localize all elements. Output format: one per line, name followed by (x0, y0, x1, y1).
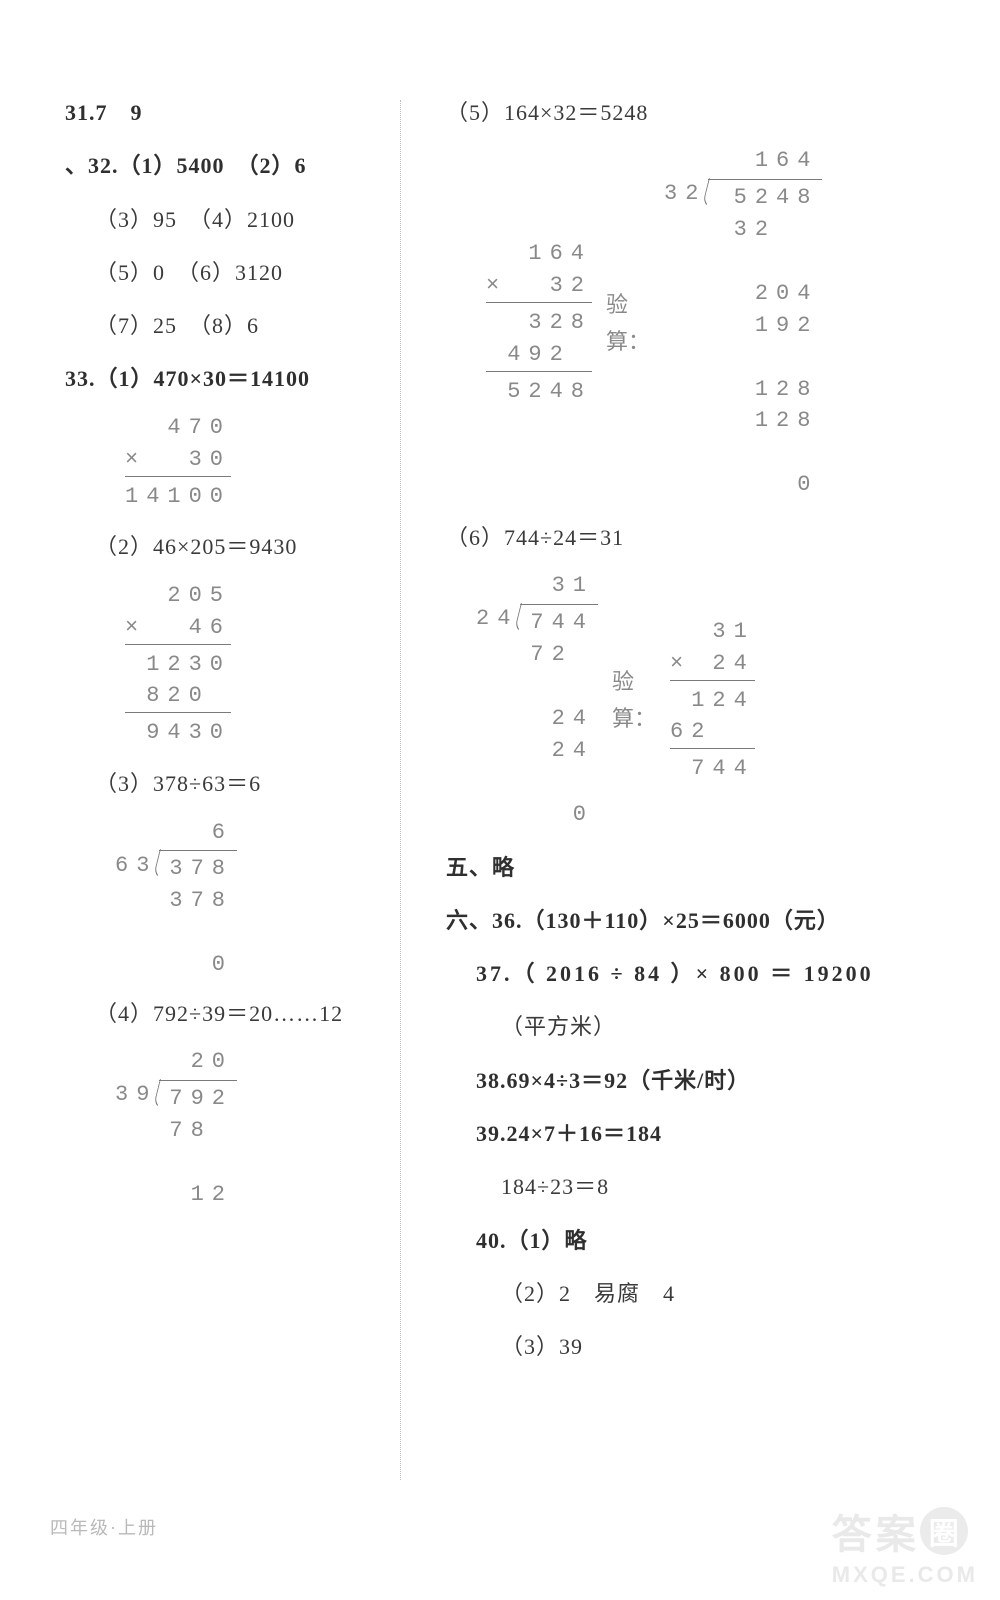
calc-5-mul: 164 × 32 328 492 5248 (486, 238, 592, 407)
calc-33-1: 470 × 30 14100 (125, 412, 370, 513)
divisor: 63 (115, 817, 159, 882)
item-37a: 37.（ 2016 ÷ 84 ）× 800 ＝ 19200 (446, 961, 950, 986)
calc-row: 62 (670, 716, 755, 749)
calc-5-div: 32 164 5248 32 204 192 128 128 0 (664, 145, 822, 501)
calc-row: 14100 (125, 477, 231, 513)
div-step: 72 (520, 639, 598, 671)
item-32d: （7）25 （8）6 (65, 313, 370, 338)
item-33-5: （5）164×32＝5248 (446, 100, 950, 125)
item-40b: （2）2 易腐 4 (446, 1281, 950, 1306)
div-step: 24 (520, 735, 598, 767)
divisor: 39 (115, 1046, 159, 1111)
yan-ch: 验 (612, 663, 656, 700)
calc-pair-6: 24 31 744 72 24 24 0 验 算： (476, 570, 950, 830)
calc-row: × 46 (125, 612, 231, 645)
div-step: 78 (159, 1115, 237, 1147)
div-step: 192 (708, 310, 822, 342)
calc-row: × 32 (486, 270, 592, 303)
item-39a: 39.24×7＋16＝184 (446, 1121, 950, 1146)
calc-row: 820 (125, 680, 231, 713)
watermark: 答 案 圈 MXQE.COM (832, 1502, 978, 1588)
left-column: 31.7 9 、32.（1）5400 （2）6 （3）95 （4）2100 （5… (0, 100, 400, 1480)
calc-row: × 30 (125, 444, 231, 477)
div-step: 0 (159, 949, 237, 981)
page: 31.7 9 、32.（1）5400 （2）6 （3）95 （4）2100 （5… (0, 0, 1000, 1600)
div-step: 0 (520, 799, 598, 831)
dividend: 744 (520, 605, 598, 639)
calc-33-4: 39 20 792 78 12 (115, 1046, 370, 1210)
section-6: 六、36.（130＋110）×25＝6000（元） (446, 908, 950, 933)
page-footer: 四年级·上册 (50, 1514, 158, 1540)
calc-33-3: 63 6 378 378 0 (115, 817, 370, 981)
div-step: 378 (159, 885, 237, 917)
calc-row: 31 (670, 616, 755, 648)
section-5: 五、略 (446, 855, 950, 880)
dividend: 378 (159, 851, 237, 885)
calc-row: 9430 (125, 713, 231, 749)
watermark-url: MXQE.COM (832, 1562, 978, 1588)
wm-ch2: 案 (876, 1502, 916, 1560)
wm-circle-icon: 圈 (920, 1507, 968, 1555)
item-32c: （5）0 （6）3120 (65, 260, 370, 285)
yan-ch: 验 (606, 286, 650, 323)
calc-row: 1230 (125, 645, 231, 681)
calc-row: 164 (486, 238, 592, 270)
suan-ch: 算： (606, 323, 650, 360)
item-33-1: 33.（1）470×30＝14100 (65, 366, 370, 391)
div-step: 128 (708, 405, 822, 437)
div-step: 32 (708, 214, 822, 246)
item-40a: 40.（1）略 (446, 1228, 950, 1253)
label-31: 31.7 9 (65, 100, 143, 125)
item-38: 38.69×4÷3＝92（千米/时） (446, 1068, 950, 1093)
quotient: 20 (159, 1046, 237, 1081)
calc-row: 328 (486, 303, 592, 339)
item-40c: （3）39 (446, 1334, 950, 1359)
divisor: 24 (476, 570, 520, 635)
wm-ch1: 答 (832, 1502, 872, 1560)
quotient: 31 (520, 570, 598, 605)
two-column-layout: 31.7 9 、32.（1）5400 （2）6 （3）95 （4）2100 （5… (0, 100, 1000, 1480)
div-step: 24 (520, 703, 598, 735)
verify-label: 验 算： (612, 663, 656, 738)
quotient: 164 (708, 145, 822, 180)
div-step: 0 (708, 469, 822, 501)
item-33-3: （3）378÷63＝6 (65, 771, 370, 796)
quotient: 6 (159, 817, 237, 852)
div-step: 128 (708, 374, 822, 406)
calc-row: × 24 (670, 648, 755, 681)
calc-6-mul: 31 × 24 124 62 744 (670, 616, 755, 785)
calc-row: 492 (486, 339, 592, 372)
item-37b: （平方米） (446, 1014, 950, 1039)
calc-row: 205 (125, 580, 231, 612)
dividend: 792 (159, 1081, 237, 1115)
calc-row: 470 (125, 412, 231, 444)
calc-row: 744 (670, 749, 755, 785)
item-33-6: （6）744÷24＝31 (446, 525, 950, 550)
div-step: 12 (159, 1179, 237, 1211)
divisor: 32 (664, 145, 708, 210)
right-column: （5）164×32＝5248 164 × 32 328 492 5248 验 算… (400, 100, 1000, 1480)
item-33-2: （2）46×205＝9430 (65, 534, 370, 559)
wm-circ-text: 圈 (929, 1509, 959, 1553)
calc-row: 124 (670, 681, 755, 717)
item-32a: 、32.（1）5400 （2）6 (65, 153, 370, 178)
item-33-4: （4）792÷39＝20……12 (65, 1001, 370, 1026)
verify-label: 验 算： (606, 286, 650, 361)
dividend: 5248 (708, 180, 822, 214)
div-step: 204 (708, 278, 822, 310)
calc-6-div: 24 31 744 72 24 24 0 (476, 570, 598, 830)
item-32b: （3）95 （4）2100 (65, 207, 370, 232)
watermark-row1: 答 案 圈 (832, 1502, 978, 1560)
suan-ch: 算： (612, 700, 656, 737)
calc-pair-5: 164 × 32 328 492 5248 验 算： 32 164 5248 3… (486, 145, 950, 501)
calc-row: 5248 (486, 372, 592, 408)
item-39b: 184÷23＝8 (446, 1174, 950, 1199)
item-31: 31.7 9 (65, 100, 370, 125)
calc-33-2: 205 × 46 1230 820 9430 (125, 580, 370, 749)
